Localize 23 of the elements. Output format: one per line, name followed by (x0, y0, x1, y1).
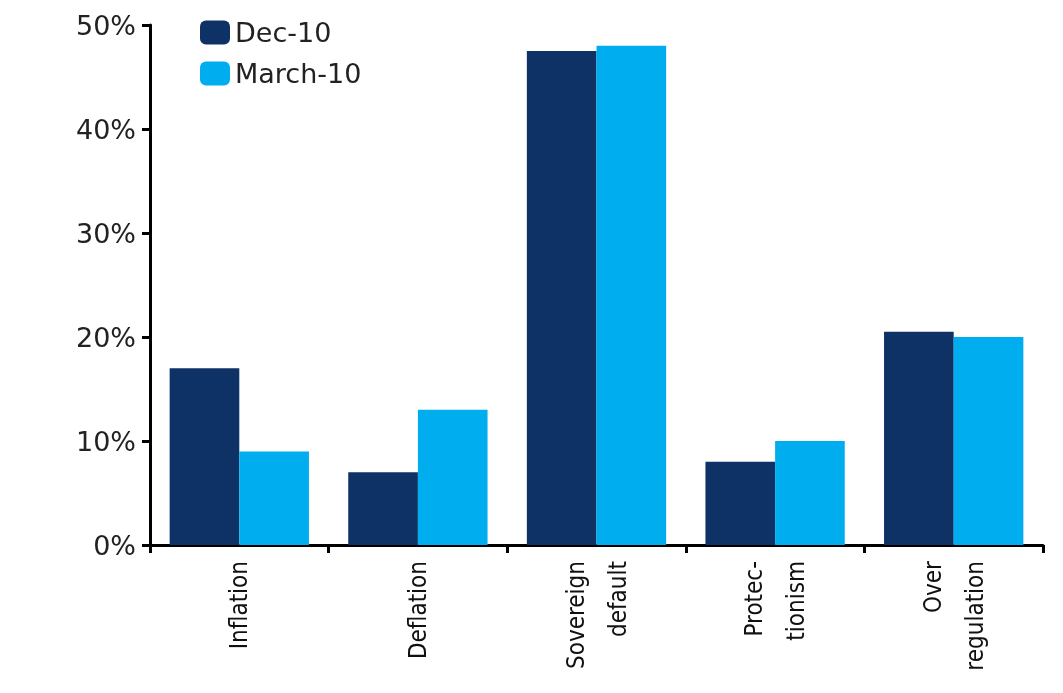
y-tick-label: 40% (75, 113, 136, 145)
bar (417, 409, 488, 545)
legend-label: March-10 (235, 58, 362, 89)
x-tick-label: Protec- tionism (740, 561, 811, 641)
bar (239, 451, 309, 545)
legend-label: Dec-10 (235, 17, 332, 48)
x-tick-label: Sovereign default (561, 561, 632, 670)
y-tick-label: 20% (75, 321, 136, 353)
x-tick-label: Inflation (225, 561, 254, 650)
bar (953, 337, 1024, 545)
x-tick-label: Over regulation (918, 560, 989, 671)
bar (169, 368, 240, 545)
y-tick-label: 30% (75, 217, 136, 249)
bar (775, 441, 845, 545)
y-tick-label: 0% (93, 529, 136, 561)
bar (596, 45, 667, 545)
y-tick-label: 50% (75, 9, 136, 41)
bar (884, 331, 954, 545)
bar (705, 461, 776, 545)
bar (348, 472, 418, 545)
x-tick-label: Deflation (403, 561, 432, 660)
y-tick-label: 10% (75, 425, 136, 457)
bar (526, 51, 597, 545)
